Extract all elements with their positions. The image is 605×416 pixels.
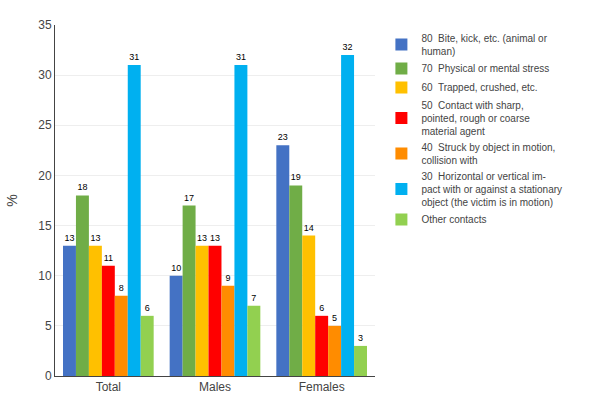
svg-text:13: 13 — [90, 233, 100, 243]
svg-text:9: 9 — [225, 273, 230, 283]
svg-text:18: 18 — [77, 182, 87, 192]
svg-text:5: 5 — [45, 319, 52, 333]
svg-text:%: % — [4, 194, 20, 206]
svg-text:32: 32 — [343, 42, 353, 52]
svg-text:0: 0 — [45, 369, 52, 383]
svg-text:35: 35 — [38, 18, 52, 32]
svg-text:20: 20 — [38, 169, 52, 183]
svg-text:40 Struck by object in motion: 40 Struck by object in motion,collision … — [421, 142, 555, 166]
svg-text:80 Bite, kick, etc. (animal o: 80 Bite, kick, etc. (animal orhuman) — [421, 33, 547, 57]
svg-text:11: 11 — [104, 253, 113, 263]
svg-text:10: 10 — [38, 269, 52, 283]
svg-text:30 Horizontal or vertical im-: 30 Horizontal or vertical im-pact with o… — [421, 171, 562, 208]
svg-text:7: 7 — [251, 293, 256, 303]
svg-text:31: 31 — [129, 52, 139, 62]
svg-text:Other contacts: Other contacts — [421, 214, 486, 225]
svg-text:13: 13 — [197, 233, 207, 243]
svg-text:5: 5 — [332, 313, 337, 323]
svg-text:60 Trapped, crushed, etc.: 60 Trapped, crushed, etc. — [421, 82, 537, 93]
svg-text:13: 13 — [210, 233, 220, 243]
svg-text:19: 19 — [291, 172, 301, 182]
svg-text:Total: Total — [96, 380, 121, 394]
svg-text:31: 31 — [236, 52, 246, 62]
svg-text:10: 10 — [171, 263, 181, 273]
svg-text:15: 15 — [38, 219, 52, 233]
svg-text:3: 3 — [358, 333, 363, 343]
svg-text:23: 23 — [278, 132, 288, 142]
svg-text:6: 6 — [145, 303, 150, 313]
svg-text:Males: Males — [199, 380, 231, 394]
svg-text:8: 8 — [119, 283, 124, 293]
svg-text:50 Contact with sharp,pointed: 50 Contact with sharp,pointed, rough or … — [421, 100, 530, 137]
svg-text:13: 13 — [64, 233, 74, 243]
svg-text:14: 14 — [304, 223, 314, 233]
svg-text:6: 6 — [319, 303, 324, 313]
svg-text:70 Physical or mental stress: 70 Physical or mental stress — [421, 63, 549, 74]
svg-text:30: 30 — [38, 68, 52, 82]
svg-text:17: 17 — [184, 193, 194, 203]
svg-text:25: 25 — [38, 118, 52, 132]
svg-text:Females: Females — [299, 380, 345, 394]
